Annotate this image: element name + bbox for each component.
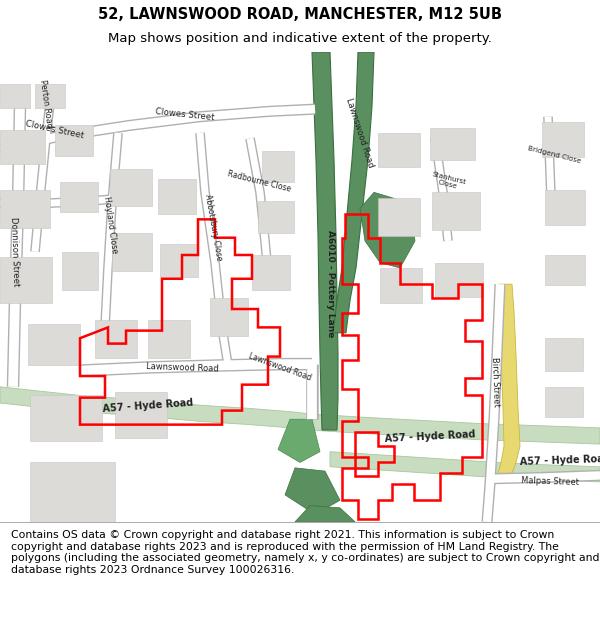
Polygon shape <box>295 506 355 522</box>
Bar <box>0 129 45 164</box>
Polygon shape <box>312 52 338 430</box>
Text: Hoyland Close: Hoyland Close <box>101 196 118 254</box>
Bar <box>252 255 290 289</box>
Polygon shape <box>360 192 415 268</box>
Bar <box>258 201 294 233</box>
Bar <box>435 262 483 297</box>
Text: Donnison Street: Donnison Street <box>9 217 21 287</box>
Bar <box>158 179 196 214</box>
Polygon shape <box>278 419 320 462</box>
Text: A57 - Hyde Road: A57 - Hyde Road <box>385 429 476 444</box>
Text: Stanhurst
Close: Stanhurst Close <box>430 171 467 192</box>
Bar <box>545 255 585 285</box>
Bar <box>30 396 102 441</box>
Bar <box>545 338 583 371</box>
Bar <box>112 233 152 271</box>
Polygon shape <box>310 414 600 444</box>
Bar <box>0 84 30 108</box>
Bar <box>0 257 52 302</box>
Text: Clowes Street: Clowes Street <box>25 119 85 140</box>
Bar <box>378 198 420 236</box>
Bar <box>262 151 294 181</box>
Bar <box>62 252 98 289</box>
Text: A57 - Hyde Road: A57 - Hyde Road <box>103 398 194 414</box>
Text: Abbotsbury Close: Abbotsbury Close <box>203 193 223 261</box>
Polygon shape <box>0 387 310 430</box>
Text: Radbourne Close: Radbourne Close <box>226 169 292 194</box>
Bar <box>432 192 480 230</box>
Polygon shape <box>333 52 374 332</box>
Text: 52, LAWNSWOOD ROAD, MANCHESTER, M12 5UB: 52, LAWNSWOOD ROAD, MANCHESTER, M12 5UB <box>98 7 502 22</box>
Bar <box>545 387 583 417</box>
Bar <box>30 462 115 522</box>
Bar <box>210 298 248 336</box>
Bar <box>28 324 80 365</box>
Bar <box>160 244 198 277</box>
Bar <box>0 190 50 228</box>
Text: A57 - Hyde Road: A57 - Hyde Road <box>520 454 600 467</box>
Bar <box>115 392 167 438</box>
Polygon shape <box>330 452 600 482</box>
Bar <box>110 169 152 206</box>
Bar <box>378 133 420 168</box>
Text: Perton Road: Perton Road <box>38 79 54 129</box>
Text: Lawnswood Road: Lawnswood Road <box>344 97 376 169</box>
Bar <box>380 268 422 302</box>
Bar <box>148 320 190 357</box>
Text: Clowes Street: Clowes Street <box>155 107 215 122</box>
Bar <box>430 127 475 160</box>
Text: Bridgend Close: Bridgend Close <box>527 145 581 164</box>
Text: Malpas Street: Malpas Street <box>521 476 579 488</box>
Bar <box>542 122 584 157</box>
Text: Contains OS data © Crown copyright and database right 2021. This information is : Contains OS data © Crown copyright and d… <box>11 530 599 575</box>
Bar <box>545 190 585 225</box>
Polygon shape <box>498 284 520 473</box>
Polygon shape <box>285 468 340 514</box>
Bar <box>95 320 137 357</box>
Bar <box>35 84 65 108</box>
Text: Lawnswood Road: Lawnswood Road <box>146 362 218 373</box>
Bar <box>55 126 93 156</box>
Text: A6010 - Pottery Lane: A6010 - Pottery Lane <box>325 231 335 338</box>
Text: Lawnswood Road: Lawnswood Road <box>247 352 313 383</box>
Text: Birch Street: Birch Street <box>490 356 500 406</box>
Bar <box>60 181 98 212</box>
Text: Map shows position and indicative extent of the property.: Map shows position and indicative extent… <box>108 32 492 46</box>
